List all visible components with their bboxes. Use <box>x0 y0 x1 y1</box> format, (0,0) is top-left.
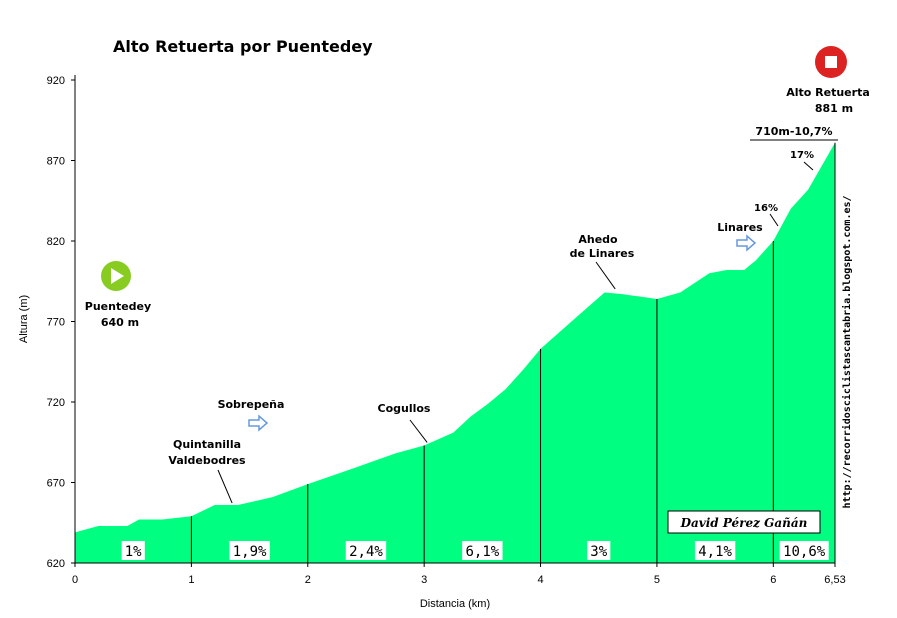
x-tick-label: 6 <box>770 574 776 586</box>
gradient-label-bg <box>462 541 503 560</box>
place-label: Cogullos <box>378 402 431 415</box>
x-tick-label: 0 <box>72 574 78 586</box>
direction-arrow-icon <box>736 234 757 252</box>
signature-text: David Pérez Gañán <box>680 516 808 530</box>
leader-line <box>769 213 779 227</box>
gradient-label-bg <box>229 541 270 560</box>
stop-icon <box>825 56 837 68</box>
gradient-label-bg <box>345 541 387 560</box>
summit-marker: Alto Retuerta 881 m 710m-10,7% <box>750 46 870 141</box>
x-tick-label: 5 <box>654 574 660 586</box>
blog-url: http://recorridosciclistascantabria.blog… <box>841 195 853 508</box>
segment-gradient-labels: 1% 1,9% 2,4% 6,1% 3% 4,1% 10,6% <box>121 541 829 560</box>
x-axis-label: Distancia (km) <box>420 598 490 610</box>
y-tick-label: 620 <box>47 558 65 570</box>
y-tick-label: 720 <box>47 397 65 409</box>
gradient-label: 2,4% <box>349 544 383 560</box>
y-tick-label: 820 <box>47 236 65 248</box>
place-label: Valdebodres <box>168 454 246 467</box>
gradient-label: 1% <box>125 544 142 560</box>
gradient-label-bg <box>121 541 145 560</box>
place-label: Linares <box>717 221 763 234</box>
gradient-label: 1,9% <box>233 544 267 560</box>
start-altitude: 640 m <box>101 316 139 329</box>
gradient-label: 6,1% <box>465 544 499 560</box>
y-tick-label: 870 <box>47 156 65 168</box>
signature-box <box>667 510 821 534</box>
chart-title: Alto Retuerta por Puentedey <box>113 37 373 56</box>
start-marker: Puentedey 640 m <box>85 261 151 329</box>
place-label: Ahedo <box>578 233 618 246</box>
gradient-label: 10,6% <box>783 544 826 560</box>
x-tick-label: 1 <box>188 574 194 586</box>
gradient-note: 17% <box>790 150 814 161</box>
place-annotations: Quintanilla Valdebodres Sobrepeña Cogullos A… <box>168 150 814 504</box>
y-tick-label: 770 <box>47 317 65 329</box>
leader-line <box>595 261 616 290</box>
y-tick-label: 920 <box>47 75 65 87</box>
gradient-label-bg <box>694 541 736 560</box>
km-marker-lines <box>190 142 836 563</box>
x-tick-label: 3 <box>421 574 427 586</box>
y-tick-label: 670 <box>47 478 65 490</box>
gradient-label-bg <box>587 541 611 560</box>
gradient-label: 4,1% <box>698 544 732 560</box>
play-icon <box>111 268 124 284</box>
x-tick-label: 2 <box>305 574 311 586</box>
summit-name: Alto Retuerta <box>786 86 870 99</box>
gradient-label: 3% <box>590 544 607 560</box>
place-label: Quintanilla <box>173 438 241 451</box>
y-axis-ticks: 620 670 720 770 820 870 920 <box>47 75 75 570</box>
y-axis-label: Altura (m) <box>18 295 30 343</box>
leader-line <box>409 419 428 443</box>
final-stretch-label: 710m-10,7% <box>755 125 832 138</box>
leader-line <box>803 161 814 171</box>
place-label: de Linares <box>570 247 635 260</box>
place-label: Sobrepeña <box>218 398 285 411</box>
gradient-label-bg <box>779 541 829 560</box>
x-tick-label: 4 <box>537 574 543 586</box>
gradient-note: 16% <box>754 203 778 214</box>
summit-altitude: 881 m <box>815 102 853 115</box>
leader-line <box>217 469 233 504</box>
x-tick-label: 6,53 <box>824 574 845 586</box>
author-signature: David Pérez Gañán <box>667 510 821 534</box>
start-name: Puentedey <box>85 300 151 313</box>
elevation-area <box>75 142 835 564</box>
direction-arrow-icon <box>248 414 269 432</box>
x-axis-ticks: 0 1 2 3 4 5 6 6,53 <box>72 563 846 586</box>
